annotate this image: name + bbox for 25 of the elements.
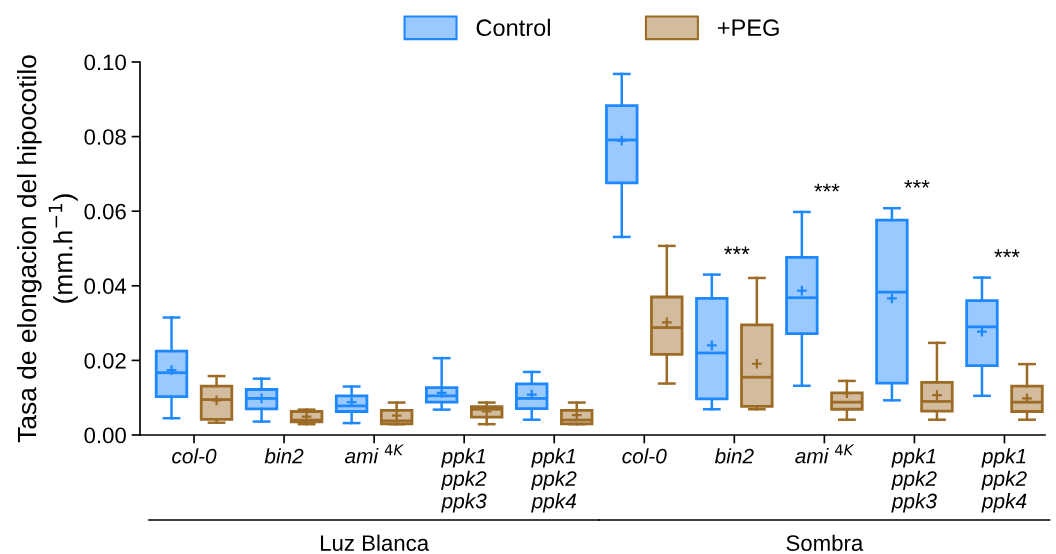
text: Sombra <box>786 534 864 551</box>
y-axis-title: Tasa de elongacion del hipocotilo (mm.h$^{−1}$) <box>16 55 78 443</box>
y-tick-label: 0.08 <box>84 129 126 145</box>
x-tick-label: ppk1 ppk2 ppk3 <box>891 448 937 513</box>
y-tick-label: 0.06 <box>84 203 126 220</box>
text: *** <box>814 183 840 192</box>
x-tick-label: ppk1 ppk2 ppk4 <box>531 448 577 513</box>
x-tick-label: col-0 <box>622 448 667 464</box>
y-tick-label: 0.04 <box>84 278 127 295</box>
text: *** <box>724 246 750 255</box>
x-tick-label: ppk1 ppk2 ppk3 <box>441 448 487 513</box>
x-tick-label: ami $^{4K}$ <box>345 444 404 464</box>
x-tick-label: ami $^{4K}$ <box>795 444 855 464</box>
x-tick-label: ppk1 ppk2 ppk4 <box>981 448 1027 513</box>
legend-label: Control <box>476 18 550 37</box>
text: *** <box>904 179 930 188</box>
text: Luz Blanca <box>320 534 430 551</box>
y-tick-label: 0.00 <box>84 427 126 444</box>
y-tick-label: 0.02 <box>84 352 126 369</box>
legend-label: +PEG <box>717 19 779 37</box>
x-tick-label: bin2 <box>714 448 754 464</box>
y-tick-label: 0.10 <box>84 54 126 71</box>
x-tick-label: bin2 <box>264 448 304 464</box>
x-tick-label: col-0 <box>172 448 217 464</box>
text: *** <box>994 249 1020 258</box>
